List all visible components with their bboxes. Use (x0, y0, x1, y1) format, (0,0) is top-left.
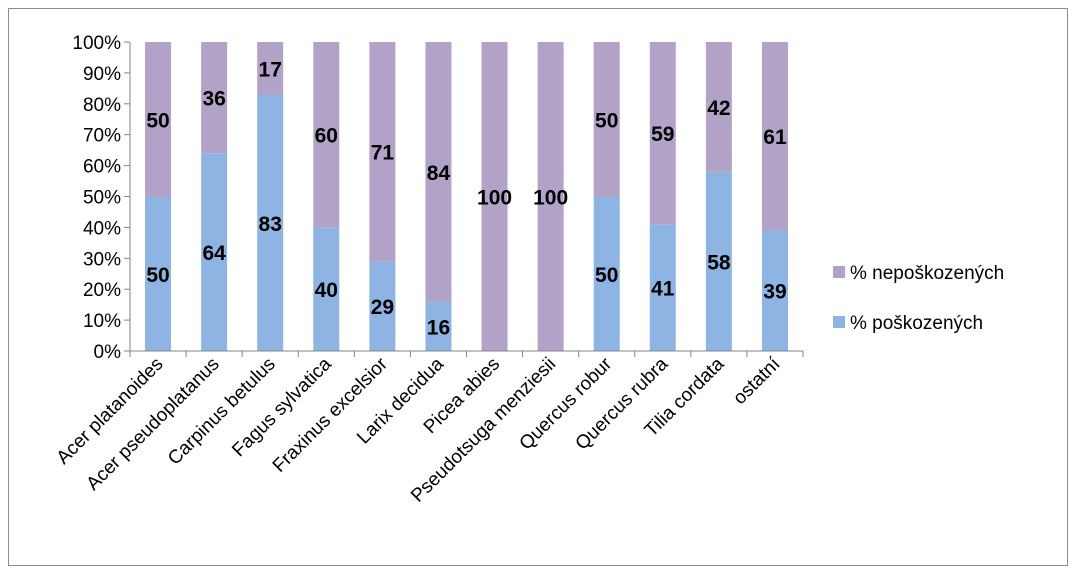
bar-poskozenych-1 (201, 153, 228, 351)
data-label-poskozenych-0: 50 (146, 264, 169, 287)
bar-poskozenych-4 (369, 261, 396, 351)
data-label-poskozenych-1: 64 (202, 242, 226, 265)
bar-poskozenych-11 (761, 230, 788, 351)
bar-poskozenych-10 (705, 171, 732, 351)
legend-swatch (833, 316, 845, 328)
bar-poskozenych-0 (145, 196, 172, 351)
data-label-neposkozenych-6: 100 (477, 187, 512, 210)
y-tick-label: 30% (83, 249, 121, 270)
bar-poskozenych-8 (593, 196, 620, 351)
bar-neposkozenych-11 (761, 42, 788, 231)
data-label-neposkozenych-2: 17 (259, 58, 282, 81)
y-tick-label: 50% (83, 188, 121, 209)
data-label-neposkozenych-11: 61 (763, 126, 787, 149)
data-label-poskozenych-11: 39 (763, 281, 786, 304)
bars-layer (145, 42, 788, 351)
bar-poskozenych-9 (649, 224, 676, 351)
bar-neposkozenych-3 (313, 42, 340, 228)
data-label-poskozenych-8: 50 (595, 264, 618, 287)
legend-label: % nepoškozených (850, 263, 1004, 284)
data-label-poskozenych-5: 16 (427, 316, 450, 339)
bar-neposkozenych-1 (201, 42, 228, 154)
y-tick-label: 100% (72, 33, 121, 54)
data-label-neposkozenych-4: 71 (371, 142, 395, 165)
bar-neposkozenych-10 (705, 42, 732, 172)
data-label-neposkozenych-7: 100 (533, 187, 568, 210)
data-label-poskozenych-3: 40 (315, 279, 338, 302)
x-category-label: ostatní (729, 353, 785, 409)
x-category-label: Fagus sylvatica (228, 353, 336, 461)
bar-poskozenych-2 (257, 94, 284, 351)
data-label-poskozenych-2: 83 (259, 213, 282, 236)
y-tick-label: 10% (83, 311, 121, 332)
bar-neposkozenych-7 (537, 42, 564, 351)
data-labels-layer: 50 50 64 36 83 17 40 60 29 71 16 84 100 100 50 50 41 59 58… (146, 58, 787, 339)
bar-neposkozenych-6 (481, 42, 508, 351)
bar-neposkozenych-9 (649, 42, 676, 225)
data-label-neposkozenych-1: 36 (202, 88, 225, 111)
y-tick-label: 80% (83, 95, 121, 116)
y-tick-label: 20% (83, 280, 121, 301)
y-tick-label: 40% (83, 218, 121, 239)
y-tick-label: 60% (83, 157, 121, 178)
data-label-neposkozenych-0: 50 (146, 109, 169, 132)
y-tick-label: 90% (83, 64, 121, 85)
legend-label: % poškozených (850, 313, 983, 334)
data-label-neposkozenych-10: 42 (707, 97, 730, 120)
data-label-neposkozenych-9: 59 (651, 123, 674, 146)
y-tick-label: 0% (94, 342, 122, 363)
y-tick-label: 70% (83, 126, 121, 147)
data-label-neposkozenych-8: 50 (595, 109, 618, 132)
data-label-neposkozenych-3: 60 (315, 125, 338, 148)
bar-neposkozenych-5 (425, 42, 452, 302)
legend-swatch (833, 266, 845, 278)
data-label-poskozenych-4: 29 (371, 296, 394, 319)
bar-poskozenych-5 (425, 301, 452, 351)
bar-neposkozenych-2 (257, 42, 284, 95)
data-label-poskozenych-10: 58 (707, 251, 731, 274)
bar-poskozenych-3 (313, 227, 340, 351)
bar-neposkozenych-0 (145, 42, 172, 197)
bar-neposkozenych-4 (369, 42, 396, 262)
bar-neposkozenych-8 (593, 42, 620, 197)
legend: % nepoškozených % poškozených (833, 263, 1004, 334)
data-label-poskozenych-9: 41 (651, 278, 675, 301)
data-label-neposkozenych-5: 84 (427, 162, 451, 185)
